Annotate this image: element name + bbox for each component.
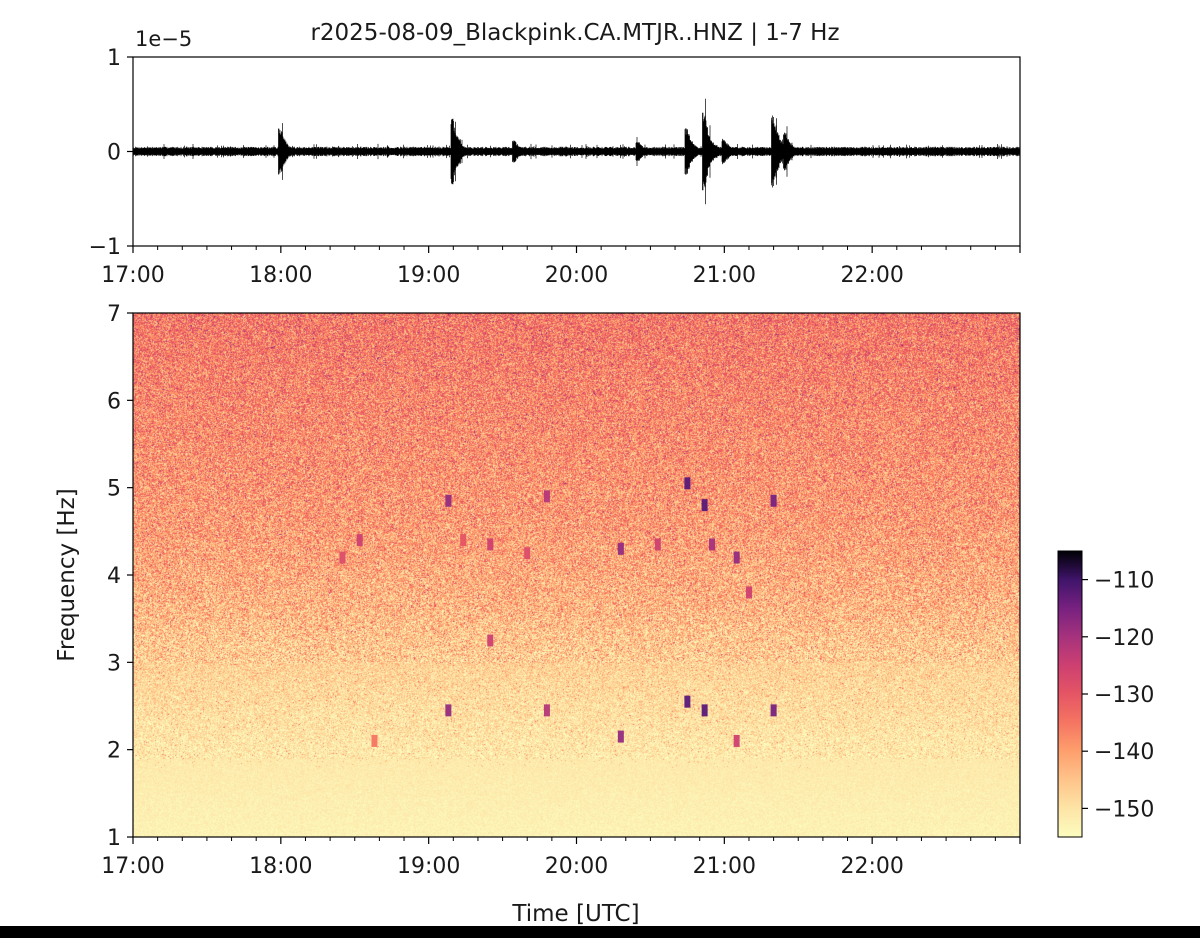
colorbar-gradient [1057, 550, 1083, 838]
spectrogram-event [487, 634, 494, 647]
spectrogram-x-tick-label: 21:00 [693, 854, 756, 879]
waveform-x-tick-label: 21:00 [693, 263, 756, 288]
spectrogram-y-tick-label: 4 [107, 564, 121, 589]
waveform-x-tick-label: 22:00 [840, 263, 903, 288]
spectrogram-y-tick-label: 1 [107, 826, 121, 851]
colorbar-tick-label: −110 [1094, 569, 1154, 594]
spectrogram-event [654, 538, 661, 551]
y-offset-label: 1e−5 [135, 27, 192, 51]
waveform-panel: −1 0 1 17:00 18:00 19:00 20:00 21:00 22:00 [89, 46, 1021, 288]
colorbar-tick-label: −150 [1094, 797, 1154, 822]
spectrogram-event [770, 494, 777, 507]
spectrogram-event [371, 734, 378, 747]
spectrogram-event [445, 704, 452, 717]
spectrogram-event [684, 695, 691, 708]
spectrogram-event [733, 734, 740, 747]
spectrogram-x-tick-label: 20:00 [545, 854, 608, 879]
spectrogram-event [356, 534, 363, 547]
spectrogram-y-tick-label: 5 [107, 477, 121, 502]
waveform-y-tick-label: 0 [107, 141, 121, 166]
waveform-y-tick-label: 1 [107, 46, 121, 71]
spectrogram-x-tick-label: 22:00 [840, 854, 903, 879]
spectrogram-event [543, 704, 550, 717]
y-axis-label: Frequency [Hz] [54, 488, 80, 661]
spectrogram-panel: 1 2 3 4 5 6 7 17:00 18:00 19:00 20:00 21:00 22:00 Ti… [54, 302, 1021, 926]
colorbar: −110 −120 −130 −140 −150 [1057, 550, 1154, 838]
waveform-y-tick-label: −1 [89, 235, 121, 260]
spectrogram-event [487, 538, 494, 551]
spectrogram-event [770, 704, 777, 717]
spectrogram-event [701, 499, 708, 512]
waveform-trace [133, 98, 1020, 205]
waveform-x-tick-label: 17:00 [101, 263, 164, 288]
spectrogram-event [445, 494, 452, 507]
spectrogram-y-tick-label: 3 [107, 651, 121, 676]
x-axis-label: Time [UTC] [511, 901, 639, 926]
waveform-x-tick-label: 18:00 [249, 263, 312, 288]
spectrogram-image [133, 313, 1020, 837]
spectrogram-x-tick-label: 18:00 [249, 854, 312, 879]
colorbar-tick-label: −120 [1094, 626, 1154, 651]
spectrogram-event [684, 477, 691, 490]
spectrogram-event [460, 534, 467, 547]
spectrogram-y-tick-label: 2 [107, 739, 121, 764]
spectrogram-event [617, 730, 624, 743]
colorbar-tick-label: −140 [1094, 740, 1154, 765]
spectrogram-event [617, 542, 624, 555]
spectrogram-event [733, 551, 740, 564]
spectrogram-x-tick-label: 17:00 [101, 854, 164, 879]
spectrogram-event [524, 547, 531, 560]
spectrogram-event [543, 490, 550, 503]
spectrogram-y-tick-label: 6 [107, 389, 121, 414]
spectrogram-event [701, 704, 708, 717]
colorbar-tick-label: −130 [1094, 683, 1154, 708]
spectrogram-y-tick-label: 7 [107, 302, 121, 327]
waveform-x-tick-label: 20:00 [545, 263, 608, 288]
spectrogram-event [709, 538, 716, 551]
spectrogram-event [745, 586, 752, 599]
waveform-x-tick-label: 19:00 [397, 263, 460, 288]
spectrogram-event [339, 551, 346, 564]
chart-title: r2025-08-09_Blackpink.CA.MTJR..HNZ | 1-7… [310, 20, 839, 46]
bottom-bar [0, 926, 1200, 938]
spectrogram-x-tick-label: 19:00 [397, 854, 460, 879]
